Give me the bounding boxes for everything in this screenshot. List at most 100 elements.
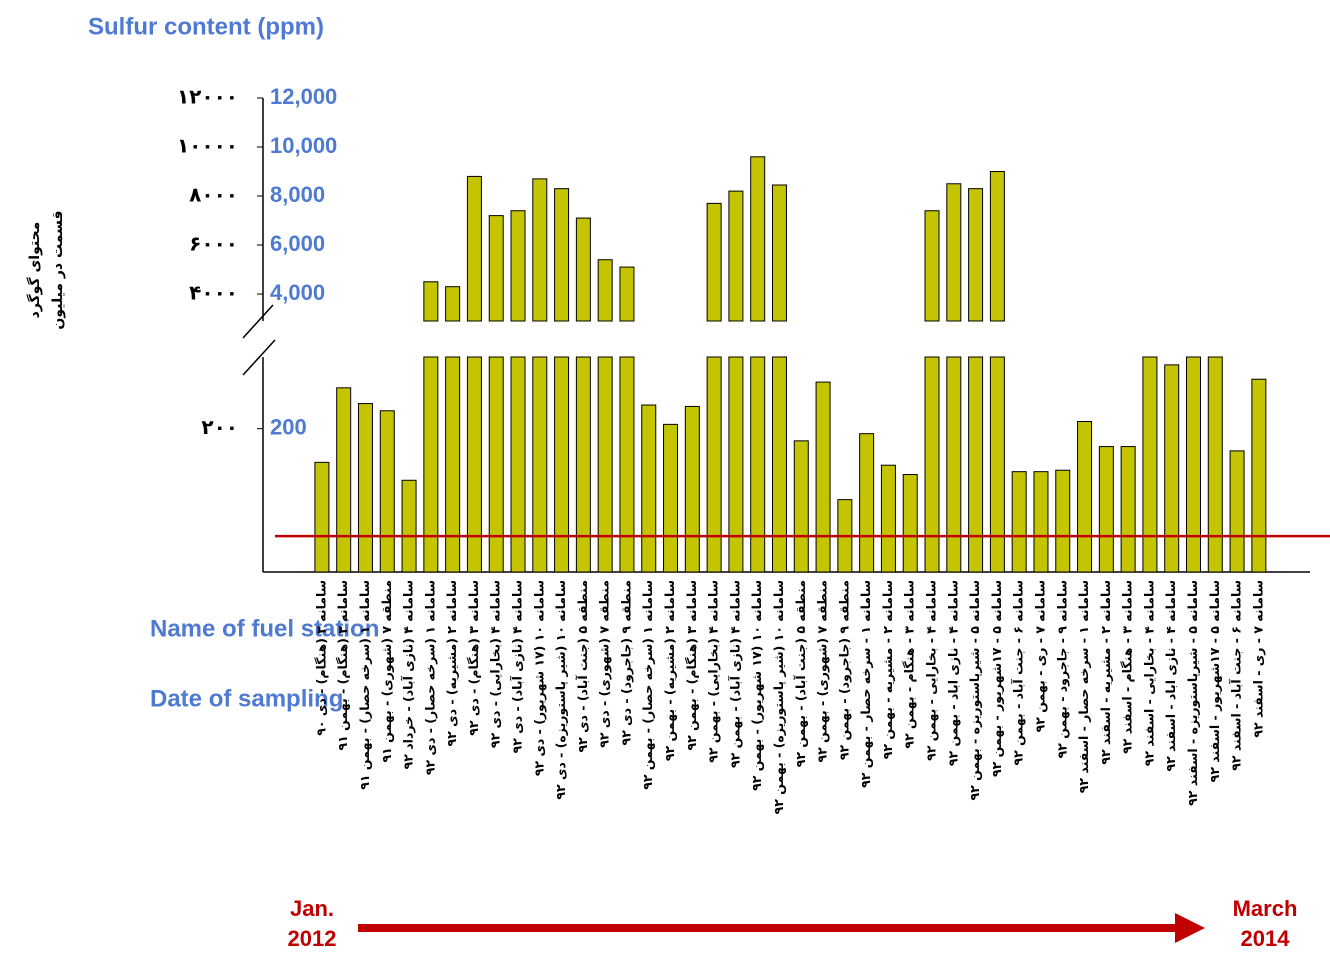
y-axis-label: محتوای گوگرد: [26, 222, 43, 319]
axis-break: [242, 339, 276, 376]
bar-upper: [924, 210, 940, 322]
end-label: 2014: [1241, 926, 1291, 951]
date-label: Date of sampling: [150, 685, 343, 712]
x-tick-label: سامانه ۵ - ۱۷شهریور - بهمن ۹۲: [989, 580, 1004, 777]
y-tick-label: 4,000: [270, 280, 325, 305]
y-tick-label-fa: ۱۰۰۰۰: [177, 134, 238, 158]
axis-break: [242, 304, 274, 339]
x-tick-label: سامانه ۱ - سرخه حصار - اسفند ۹۲: [1076, 580, 1091, 793]
bar: [793, 440, 809, 573]
bar: [1011, 471, 1027, 573]
x-tick-label: سامانه ۱ (سرخه حصار) - بهمن ۹۲: [640, 580, 655, 790]
x-tick-label: منطقه ۷ (شهوری) - بهمن ۹۱: [379, 580, 394, 763]
bar-lower: [924, 356, 940, 573]
bar: [1055, 469, 1071, 573]
x-tick-label: سامانه ۲ (مشیریه) - بهمن ۹۲: [662, 580, 677, 761]
x-tick-label: سامانه ۶ - جنت آباد - بهمن ۹۲: [1011, 580, 1026, 765]
bar-upper: [554, 188, 570, 322]
bar-upper: [423, 281, 439, 322]
y-tick-label-fa: ۲۰۰: [201, 415, 238, 439]
x-tick-label: سامانه ۳ (هنگام) - بهمن ۹۱: [335, 580, 351, 750]
x-tick-label: سامانه ۴ - نازی اباد - اسفند ۹۲: [1163, 580, 1178, 771]
y-tick-label: 12,000: [270, 84, 337, 109]
bar-upper: [706, 202, 722, 322]
bar-lower: [554, 356, 570, 573]
bar: [663, 423, 679, 573]
bar: [1251, 378, 1267, 573]
bar-upper: [946, 183, 962, 322]
x-tick-label: منطقه ۹ (جاجرود) - دی ۹۲: [618, 580, 633, 745]
x-tick-label: سامانه ۶ - جنت آباد - اسفند ۹۲: [1229, 580, 1244, 771]
bar: [1142, 356, 1158, 573]
bar: [1185, 356, 1201, 573]
bar-upper: [510, 210, 526, 322]
bar-upper: [532, 178, 548, 322]
x-tick-label: سامانه ۷ - ری - بهمن ۹۲: [1032, 580, 1047, 732]
bar-lower: [771, 356, 787, 573]
bar: [902, 474, 918, 573]
x-tick-label: سامانه ۵ - شیرپاستوریزه - بهمن ۹۲: [967, 580, 982, 801]
x-tick-label: سامانه ۹ - جاجرود - بهمن ۹۲: [1054, 580, 1069, 758]
x-tick-label: سامانه ۱ (سرخه حصار) - بهمن ۹۱: [357, 580, 372, 790]
bar-lower: [619, 356, 635, 573]
y-tick-label-fa: ۶۰۰۰: [189, 232, 238, 256]
x-tick-label: سامانه ۳ (هنگام) - دی ۹۲: [466, 580, 482, 736]
bar: [859, 433, 875, 573]
x-tick-label: سامانه ۴ - بخارایی - بهمن ۹۲: [924, 580, 939, 761]
bar: [1098, 446, 1114, 573]
bar: [1207, 356, 1223, 573]
x-tick-label: سامانه ۳ (هنگام) - بهمن ۹۲: [684, 580, 700, 750]
bar: [1077, 421, 1093, 573]
end-label: March: [1233, 896, 1298, 921]
bar-lower: [445, 356, 461, 573]
bar: [336, 387, 352, 573]
y-tick-label-fa: ۸۰۰۰: [189, 183, 238, 207]
x-tick-label: سامانه ۱۰ (شیر پاستوریزه) - بهمن ۹۲: [771, 580, 786, 814]
y-tick-label: 200: [270, 414, 307, 439]
bar-lower: [989, 356, 1005, 573]
x-tick-label: سامانه ۳ - هنگام - اسفند ۹۲: [1120, 580, 1136, 754]
x-tick-label: سامانه ۲ - مشیریه - بهمن ۹۲: [880, 580, 895, 759]
bar: [401, 479, 417, 573]
chart-title: Sulfur content (ppm): [88, 13, 324, 40]
x-tick-label: سامانه ۱ - سرخه حصار - بهمن ۹۲: [858, 580, 873, 788]
x-tick-label: سامانه ۴ - نازی اباد - بهمن ۹۲: [945, 580, 960, 766]
x-tick-label: سامانه ۵ - ۱۷شهریور - اسفند ۹۲: [1207, 580, 1222, 782]
bar: [684, 405, 700, 573]
bar-upper: [466, 175, 482, 322]
bar: [815, 381, 831, 573]
x-tick-label: سامانه ۳ - هنگام - بهمن ۹۲: [902, 580, 918, 749]
x-tick-label: سامانه ۳ (هنگام) - دی ۹۰: [313, 580, 329, 736]
y-tick-label: 6,000: [270, 231, 325, 256]
bar-upper: [750, 156, 766, 322]
bar: [1120, 446, 1136, 573]
bar: [880, 464, 896, 573]
bar-lower: [728, 356, 744, 573]
bar: [1229, 450, 1245, 573]
x-tick-label: سامانه ۴ (بخارایی) - دی ۹۲: [488, 580, 503, 748]
x-tick-label: منطقه ۷ (شهوری) - دی ۹۲: [597, 580, 612, 748]
x-tick-label: سامانه ۴ (نازی آباد) - بهمن ۹۲: [727, 580, 742, 768]
x-tick-label: سامانه ۱ (سرخه حصار) - دی ۹۲: [422, 580, 437, 775]
y-axis-label: قسمت در میلیون: [50, 210, 66, 329]
bar-upper: [771, 184, 787, 322]
bar-upper: [575, 217, 591, 322]
x-tick-label: سامانه ۵ - شیرپاستوریزه - اسفند ۹۲: [1185, 580, 1200, 806]
bar-lower: [466, 356, 482, 573]
x-tick-label: سامانه ۲ (مشیریه) - دی ۹۲: [444, 580, 459, 746]
x-tick-label: منطقه ۹ (جاجرود) - بهمن ۹۲: [836, 580, 851, 760]
x-tick-label: سامانه ۴ (بخارایی) - بهمن ۹۲: [706, 580, 721, 763]
bar: [379, 410, 395, 573]
y-tick-label: 10,000: [270, 133, 337, 158]
x-tick-label: سامانه ۱۰ (۱۷ شهریور) - بهمن ۹۲: [749, 580, 764, 791]
bar-lower: [575, 356, 591, 573]
bar: [1164, 364, 1180, 573]
y-tick-label: 8,000: [270, 182, 325, 207]
x-tick-label: سامانه ۱۰ (شیر پاستوریزه) - دی ۹۲: [553, 580, 568, 800]
bar-upper: [989, 171, 1005, 322]
bar: [314, 461, 330, 573]
bar-lower: [706, 356, 722, 573]
bar-lower: [597, 356, 613, 573]
x-axis-label: Name of fuel station: [150, 615, 379, 642]
